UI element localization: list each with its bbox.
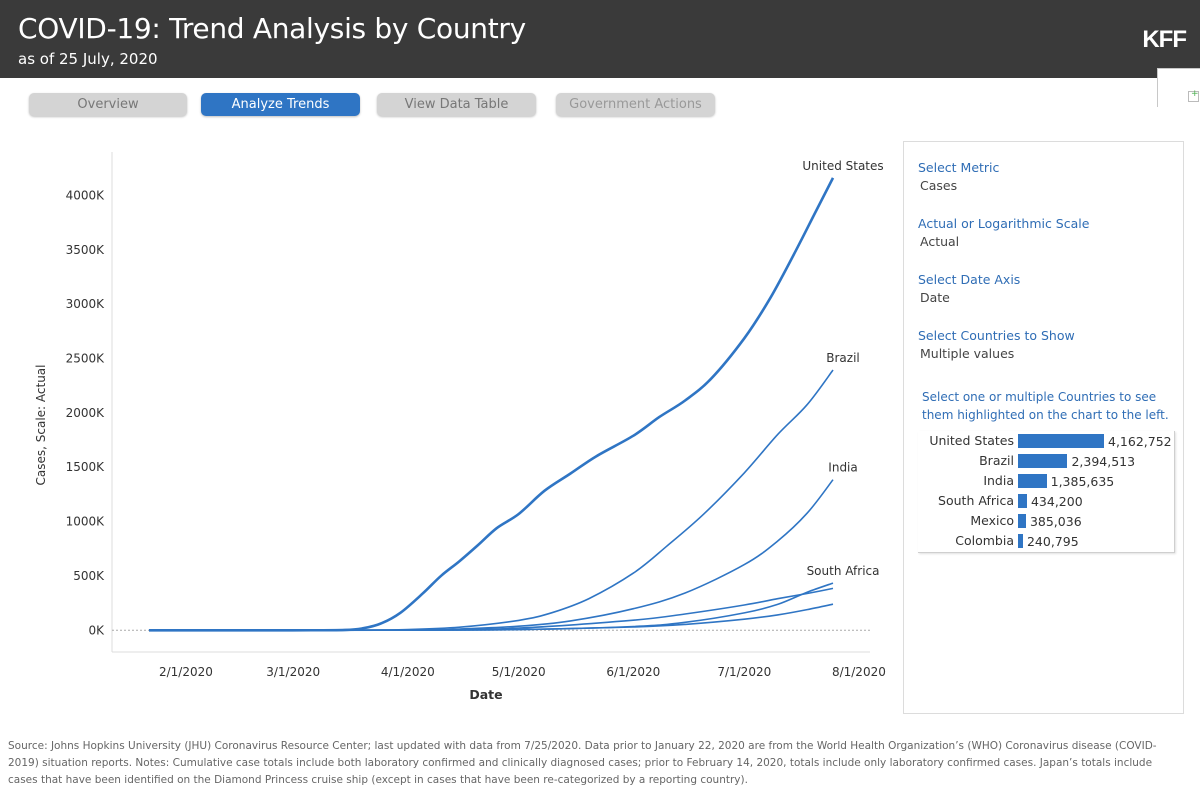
scale-label: Actual or Logarithmic Scale [918,216,1090,231]
expand-icon: + [1188,89,1199,102]
country-name: Colombia [955,533,1014,548]
filter-panel: Select Metric Cases Actual or Logarithmi… [903,141,1184,714]
x-tick-label: 8/1/2020 [832,665,886,679]
country-value: 4,162,752 [1108,434,1172,449]
table-row[interactable]: Brazil 2,394,513 [918,451,1174,471]
x-tick-label: 5/1/2020 [492,665,546,679]
y-tick-label: 4000K [66,188,106,202]
axes: 0K 500K 1000K 1500K 2000K 2500K 3000K 3500K 4000… [66,152,886,679]
y-tick-label: 500K [73,569,105,583]
corner-widget[interactable]: + [1157,68,1200,107]
y-tick-label: 1500K [66,460,106,474]
tab-analyze-trends[interactable]: Analyze Trends [201,93,360,116]
y-tick-label: 3000K [66,297,106,311]
x-tick-label: 3/1/2020 [266,665,320,679]
x-tick-label: 6/1/2020 [606,665,660,679]
date-axis-label: Select Date Axis [918,272,1021,287]
y-tick-label: 2500K [66,352,106,366]
country-bar-table: United States 4,162,752 Brazil 2,394,513 Ind… [918,431,1175,553]
tab-overview[interactable]: Overview [29,93,187,116]
country-bar [1018,434,1104,448]
y-tick-label: 3500K [66,243,106,257]
country-value: 2,394,513 [1071,454,1136,469]
table-row[interactable]: South Africa 434,200 [918,491,1174,511]
series-label-india: India [828,461,857,475]
scale-select[interactable]: Actual [920,234,960,249]
table-row[interactable]: Colombia 240,795 [918,531,1174,551]
tab-view-data-table[interactable]: View Data Table [377,93,536,116]
country-bar [1018,534,1023,548]
series-label-united-states: United States [802,159,883,173]
country-value: 1,385,635 [1050,474,1115,489]
country-value: 434,200 [1030,494,1083,509]
source-note: Source: Johns Hopkins University (JHU) C… [8,740,1157,786]
date-axis-select[interactable]: Date [920,290,950,305]
country-bar [1018,494,1027,508]
page-title: COVID-19: Trend Analysis by Country [18,12,526,45]
country-value: 385,036 [1029,514,1082,529]
country-bar [1018,454,1068,468]
trend-chart[interactable]: 0K 500K 1000K 1500K 2000K 2500K 3000K 3500K 4000… [0,130,895,715]
y-tick-label: 0K [88,623,105,637]
y-tick-label: 1000K [66,515,106,529]
series-labels: Brazil India South Africa United States [802,159,883,578]
series-lines [148,177,835,632]
page-subtitle: as of 25 July, 2020 [18,50,158,68]
country-name: India [983,473,1014,488]
y-tick-label: 2000K [66,406,106,420]
x-tick-label: 2/1/2020 [159,665,213,679]
table-row[interactable]: Mexico 385,036 [918,511,1174,531]
country-bar [1018,474,1047,488]
x-axis-title: Date [469,687,502,702]
metric-select[interactable]: Cases [920,178,958,193]
header-bar: COVID-19: Trend Analysis by Country as o… [0,0,1200,78]
countries-label: Select Countries to Show [918,328,1075,343]
series-line-colombia[interactable] [148,603,834,632]
table-row[interactable]: India 1,385,635 [918,471,1174,491]
selection-hint: Select one or multiple Countries to see … [922,390,1169,422]
x-tick-label: 4/1/2020 [381,665,435,679]
countries-select[interactable]: Multiple values [920,346,1015,361]
y-axis-title: Cases, Scale: Actual [34,365,48,486]
x-tick-label: 7/1/2020 [717,665,771,679]
country-name: Brazil [979,453,1014,468]
kff-logo[interactable]: KFF [1142,26,1187,53]
country-name: Mexico [970,513,1014,528]
country-name: United States [929,433,1014,448]
series-line-united-states[interactable] [149,177,835,632]
country-value: 240,795 [1026,534,1079,549]
table-row[interactable]: United States 4,162,752 [918,431,1174,451]
tab-government-actions[interactable]: Government Actions [556,93,715,116]
country-name: South Africa [938,493,1014,508]
series-label-brazil: Brazil [826,351,860,365]
series-label-south-africa: South Africa [807,564,880,578]
series-line-brazil[interactable] [148,369,834,632]
country-bar [1018,514,1026,528]
metric-label: Select Metric [918,160,1000,175]
